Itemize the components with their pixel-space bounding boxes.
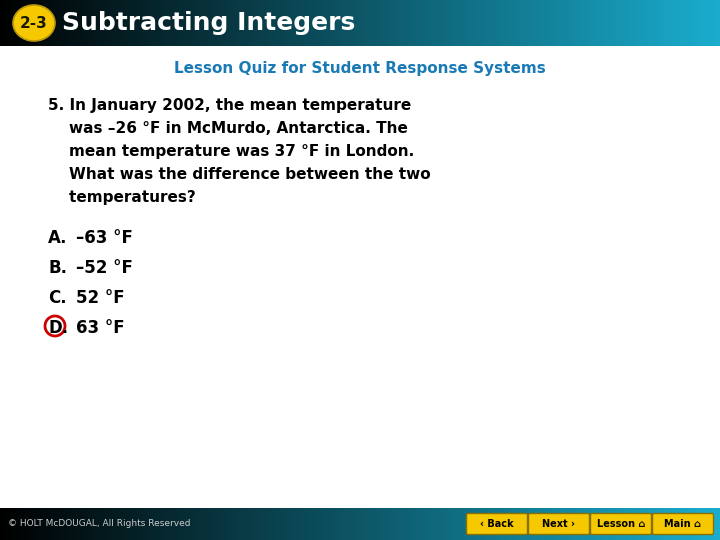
Text: What was the difference between the two: What was the difference between the two xyxy=(48,167,431,182)
Text: Subtracting Integers: Subtracting Integers xyxy=(62,11,355,35)
Text: B.: B. xyxy=(48,259,67,277)
Text: ‹ Back: ‹ Back xyxy=(480,519,514,529)
Text: © HOLT McDOUGAL, All Rights Reserved: © HOLT McDOUGAL, All Rights Reserved xyxy=(8,519,191,529)
Text: 63 °F: 63 °F xyxy=(76,319,125,337)
Text: 52 °F: 52 °F xyxy=(76,289,125,307)
Text: A.: A. xyxy=(48,229,68,247)
Text: Lesson Quiz for Student Response Systems: Lesson Quiz for Student Response Systems xyxy=(174,60,546,76)
Text: was –26 °F in McMurdo, Antarctica. The: was –26 °F in McMurdo, Antarctica. The xyxy=(48,121,408,136)
Text: Next ›: Next › xyxy=(542,519,575,529)
FancyBboxPatch shape xyxy=(528,514,590,535)
Text: –52 °F: –52 °F xyxy=(76,259,133,277)
Text: 2-3: 2-3 xyxy=(20,16,48,30)
Text: temperatures?: temperatures? xyxy=(48,190,196,205)
FancyBboxPatch shape xyxy=(467,514,528,535)
Text: mean temperature was 37 °F in London.: mean temperature was 37 °F in London. xyxy=(48,144,414,159)
Text: 5. In January 2002, the mean temperature: 5. In January 2002, the mean temperature xyxy=(48,98,411,113)
Text: D.: D. xyxy=(48,319,68,337)
Text: C.: C. xyxy=(48,289,67,307)
Bar xyxy=(0,46,720,508)
FancyBboxPatch shape xyxy=(652,514,714,535)
Ellipse shape xyxy=(13,5,55,41)
Text: Lesson ⌂: Lesson ⌂ xyxy=(597,519,645,529)
Text: –63 °F: –63 °F xyxy=(76,229,133,247)
Text: Main ⌂: Main ⌂ xyxy=(665,519,701,529)
FancyBboxPatch shape xyxy=(590,514,652,535)
